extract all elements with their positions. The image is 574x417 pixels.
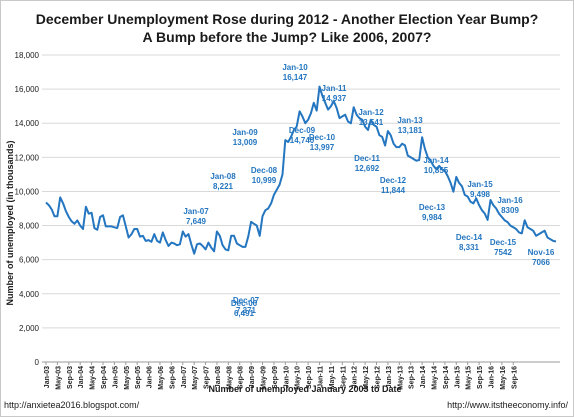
x-tick-label: Sep-16: [511, 366, 518, 389]
x-tick-label: Jan-04: [78, 366, 85, 388]
y-tick-label: 10,000: [15, 187, 40, 196]
annotation-label: Dec-13 9,984: [419, 203, 446, 222]
x-tick-label: Jan-15: [454, 366, 461, 388]
annotation-label: Jan-14 10,855: [423, 156, 449, 175]
footer-right-url: http://www.itstheeconomy.info/: [447, 400, 568, 410]
x-tick-label: Sep-12: [375, 366, 382, 389]
annotation-label: Jan-12 13,541: [358, 108, 384, 127]
annotation-label: Dec-09 14,740: [289, 126, 316, 145]
annotation-label: Dec-15 7542: [490, 238, 517, 257]
annotation-label: Dec-07 7,371: [233, 296, 260, 315]
y-tick-label: 18,000: [15, 51, 40, 60]
y-axis-ticks: 0 2,000 4,000 6,000 8,000 10,000 12,000 14,000 1…: [15, 51, 40, 367]
x-tick-label: Sep-04: [101, 366, 108, 389]
x-tick-label: Sep-07: [204, 366, 211, 389]
x-tick-label: Sep-03: [67, 366, 74, 389]
annotations: Dec-06 6,491 Jan-07 7,649 Dec-07 7,371 Jan-08 8…: [183, 63, 555, 318]
x-tick-label: May-10: [295, 366, 302, 390]
x-tick-label: Sep-10: [306, 366, 313, 389]
x-tick-label: Jan-10: [283, 366, 290, 388]
x-tick-label: Sep-05: [135, 366, 142, 389]
annotation-label: Jan-16 8309: [497, 196, 523, 215]
x-tick-label: May-14: [431, 366, 438, 390]
y-axis-label: Number of unemployed (in thousands): [5, 140, 15, 305]
x-tick-label: Jan-07: [181, 366, 188, 388]
chart-title: December Unemployment Rose during 2012 -…: [35, 11, 539, 27]
annotation-label: Dec-11 12,692: [354, 154, 380, 173]
x-tick-label: Sep-09: [272, 366, 279, 389]
x-tick-label: Sep-13: [409, 366, 416, 389]
annotation-label: Dec-14 8,331: [456, 233, 483, 252]
x-tick-label: May-15: [466, 366, 473, 390]
annotation-label: Jan-09 13,009: [232, 128, 258, 147]
annotation-label: Jan-15 9,498: [467, 180, 493, 199]
annotation-label: Jan-07 7,649: [183, 207, 209, 226]
x-tick-label: May-12: [363, 366, 370, 390]
y-tick-label: 16,000: [15, 85, 40, 94]
y-tick-label: 0: [35, 358, 40, 367]
x-tick-label: May-04: [90, 366, 97, 390]
x-tick-label: May-11: [329, 366, 336, 389]
x-tick-label: Sep-14: [443, 366, 450, 389]
chart-subtitle: A Bump before the Jump? Like 2006, 2007?: [142, 29, 432, 45]
x-tick-label: Sep-06: [169, 366, 176, 389]
x-axis-label: Number of unemployed January 2003 to Dat…: [208, 384, 401, 394]
annotation-label: Nov-16 7066: [528, 248, 555, 267]
x-tick-label: Jan-13: [386, 366, 393, 388]
y-tick-label: 8,000: [19, 222, 40, 231]
x-tick-label: May-03: [55, 366, 62, 390]
annotation-label: Jan-10 16,147: [282, 63, 308, 82]
gridlines: [42, 54, 560, 363]
y-tick-label: 6,000: [19, 256, 40, 265]
x-tick-label: Jan-08: [215, 366, 222, 388]
annotation-label: Jan-13 13,181: [397, 116, 423, 135]
annotation-label: Dec-08 10,999: [251, 166, 278, 185]
series-line-unemployed: [45, 85, 557, 255]
y-tick-label: 14,000: [15, 119, 40, 128]
annotation-label: Dec-12 11,844: [380, 176, 407, 195]
x-tick-label: May-07: [192, 366, 199, 390]
x-tick-label: Jan-14: [420, 366, 427, 388]
x-tick-label: Jan-05: [112, 366, 119, 388]
x-tick-label: May-08: [226, 366, 233, 390]
y-tick-label: 4,000: [19, 290, 40, 299]
annotation-label: Dec-10 13,997: [309, 133, 336, 152]
annotation-label: Jan-08 8,221: [210, 172, 236, 191]
x-tick-label: Sep-15: [477, 366, 484, 389]
x-tick-label: Sep-08: [238, 366, 245, 389]
x-tick-label: Jan-06: [147, 366, 154, 388]
x-tick-label: May-13: [397, 366, 404, 390]
x-tick-label: Jan-12: [352, 366, 359, 388]
y-tick-label: 2,000: [19, 324, 40, 333]
x-tick-label: May-05: [124, 366, 131, 390]
footer-left-url: http://anxietea2016.blogspot.com/: [4, 400, 140, 410]
x-tick-label: May-16: [500, 366, 507, 390]
x-tick-label: Sep-11: [340, 366, 347, 389]
x-tick-label: Jan-03: [44, 366, 51, 388]
x-tick-label: Jan-09: [249, 366, 256, 388]
x-tick-label: Jan-16: [488, 366, 495, 388]
x-tick-label: May-09: [261, 366, 268, 390]
y-tick-label: 12,000: [15, 153, 40, 162]
x-axis-ticks: Jan-03 May-03 Sep-03 Jan-04 May-04 Sep-04 Jan-…: [44, 362, 518, 390]
x-tick-label: Jan-11: [318, 366, 325, 388]
x-tick-label: May-06: [158, 366, 165, 390]
annotation-label: Dec-06 6,491: [231, 299, 258, 318]
annotation-label: Jan-11 14,937: [322, 84, 347, 103]
